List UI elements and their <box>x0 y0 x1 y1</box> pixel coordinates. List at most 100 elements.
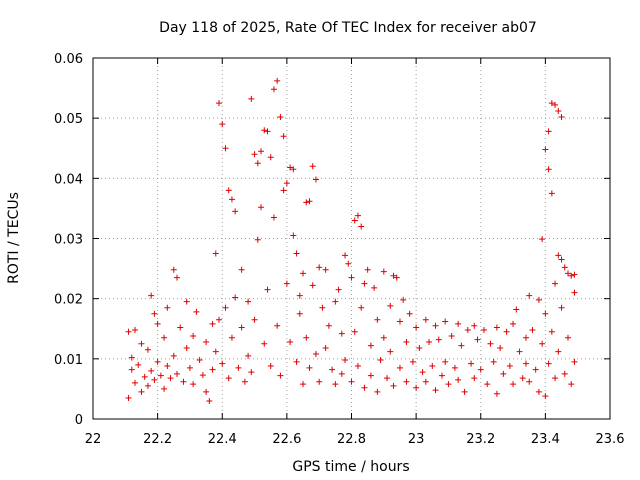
data-point <box>571 289 578 296</box>
data-point <box>480 326 487 333</box>
data-point <box>148 367 155 374</box>
y-tick-label: 0.05 <box>54 112 83 127</box>
data-point <box>128 354 135 361</box>
data-point <box>455 320 462 327</box>
data-point <box>303 199 310 206</box>
data-point <box>342 252 349 259</box>
data-point <box>293 250 300 257</box>
data-point <box>270 86 277 93</box>
data-point <box>222 145 229 152</box>
data-point <box>167 375 174 382</box>
data-point <box>400 296 407 303</box>
data-point <box>529 326 536 333</box>
data-point <box>387 302 394 309</box>
data-point <box>287 164 294 171</box>
data-point <box>135 361 142 368</box>
data-point <box>261 340 268 347</box>
data-point <box>322 345 329 352</box>
data-point <box>261 127 268 134</box>
data-point <box>364 266 371 273</box>
data-point <box>464 326 471 333</box>
data-point <box>290 232 297 239</box>
data-point <box>180 378 187 385</box>
data-point <box>455 376 462 383</box>
data-point <box>458 342 465 349</box>
data-point <box>199 372 206 379</box>
data-point <box>558 304 565 311</box>
data-point <box>157 372 164 379</box>
data-point <box>474 336 481 343</box>
data-point <box>432 387 439 394</box>
data-point <box>539 236 546 243</box>
data-point <box>303 334 310 341</box>
data-point <box>422 316 429 323</box>
data-point <box>280 187 287 194</box>
data-point <box>526 292 533 299</box>
data-point <box>196 357 203 364</box>
data-point <box>380 268 387 275</box>
data-point <box>367 372 374 379</box>
data-point <box>219 121 226 128</box>
data-point <box>222 304 229 311</box>
x-tick-label: 22.6 <box>272 432 301 447</box>
data-point <box>190 332 197 339</box>
data-point <box>274 322 281 329</box>
data-point <box>161 385 168 392</box>
data-point <box>345 260 352 267</box>
x-tick-label: 23.4 <box>531 432 560 447</box>
data-point <box>209 366 216 373</box>
data-point <box>274 77 281 84</box>
data-point <box>387 348 394 355</box>
data-point <box>548 190 555 197</box>
data-point <box>245 352 252 359</box>
data-point <box>493 390 500 397</box>
data-point <box>132 326 139 333</box>
data-point <box>351 217 358 224</box>
data-point <box>342 357 349 364</box>
data-point <box>497 345 504 352</box>
data-point <box>471 322 478 329</box>
data-point <box>228 196 235 203</box>
data-point <box>174 274 181 281</box>
data-point <box>561 370 568 377</box>
data-point <box>138 340 145 347</box>
data-point <box>248 95 255 102</box>
data-point <box>193 308 200 315</box>
data-point <box>348 274 355 281</box>
data-point <box>300 381 307 388</box>
data-point <box>300 270 307 277</box>
y-tick-label: 0.02 <box>54 293 83 308</box>
data-point <box>170 266 177 273</box>
data-point <box>241 378 248 385</box>
data-point <box>477 366 484 373</box>
data-point <box>316 264 323 271</box>
data-point <box>429 363 436 370</box>
y-tick-label: 0.04 <box>54 172 83 187</box>
data-point <box>510 381 517 388</box>
x-tick-label: 22.8 <box>337 432 366 447</box>
data-point <box>287 338 294 345</box>
data-point <box>380 334 387 341</box>
data-point <box>545 360 552 367</box>
data-point <box>487 340 494 347</box>
y-tick-label: 0.01 <box>54 353 83 368</box>
data-point <box>335 286 342 293</box>
x-tick-label: 22 <box>85 432 102 447</box>
data-point <box>513 306 520 313</box>
data-point <box>254 236 261 243</box>
data-point <box>393 274 400 281</box>
data-point <box>539 340 546 347</box>
data-point <box>154 320 161 327</box>
data-point <box>332 381 339 388</box>
data-point <box>283 280 290 287</box>
data-point <box>500 370 507 377</box>
data-point <box>267 363 274 370</box>
data-point <box>461 388 468 395</box>
data-point <box>545 128 552 135</box>
plot-frame <box>92 57 611 420</box>
data-point <box>442 318 449 325</box>
data-point <box>384 375 391 382</box>
data-point <box>138 388 145 395</box>
data-point <box>564 334 571 341</box>
data-point <box>203 388 210 395</box>
